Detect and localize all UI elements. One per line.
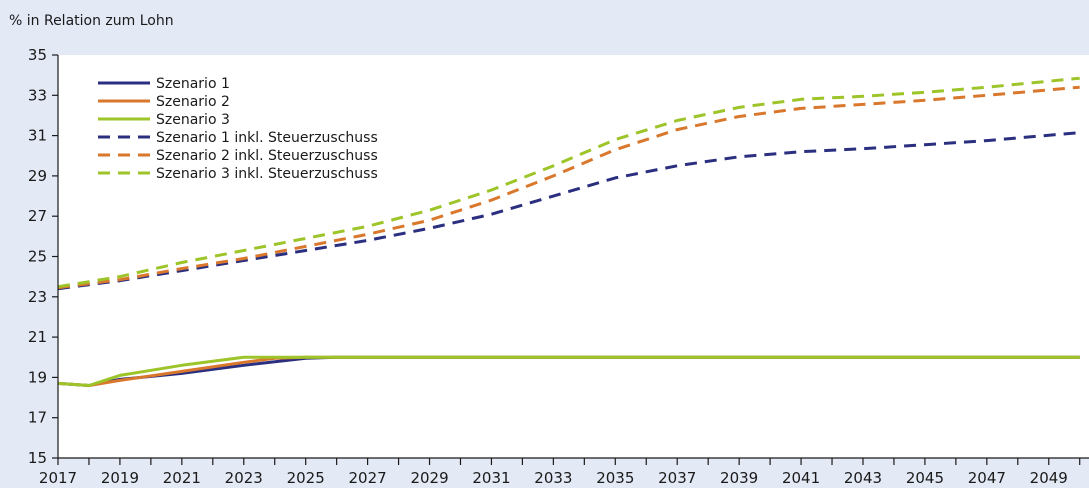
x-tick-label: 2041 [782, 469, 820, 487]
legend-label-3: Szenario 3 [156, 112, 230, 128]
x-tick-label: 2045 [906, 469, 944, 487]
y-tick-label: 29 [28, 167, 47, 185]
legend-label-1: Szenario 1 [156, 76, 230, 92]
series-layer [57, 76, 1080, 387]
x-tick-label: 2027 [349, 469, 387, 487]
y-tick-label: 21 [28, 328, 47, 346]
series-line-5 [57, 85, 1080, 290]
y-tick-label: 23 [28, 288, 47, 306]
y-tick-label: 15 [28, 449, 47, 467]
legend-label-6: Szenario 3 inkl. Steuerzuschuss [156, 166, 378, 182]
x-tick-label: 2029 [410, 469, 448, 487]
x-tick-label: 2021 [163, 469, 201, 487]
legend-label-4: Szenario 1 inkl. Steuerzuschuss [156, 130, 378, 146]
axes-layer: 15 17 19 21 23 25 27 29 31 33 35 2017 2019 2021 2023 20… [28, 46, 1089, 487]
legend: Szenario 1 Szenario 2 Szenario 3 Szenario 1… [98, 76, 378, 182]
legend-label-5: Szenario 2 inkl. Steuerzuschuss [156, 148, 378, 164]
y-tick-label: 27 [28, 207, 47, 225]
x-tick-label: 2035 [596, 469, 634, 487]
x-tick-label: 2047 [968, 469, 1006, 487]
legend-label-2: Szenario 2 [156, 94, 230, 110]
x-tick-label: 2023 [225, 469, 263, 487]
y-tick-label: 19 [28, 368, 47, 386]
series-line-3 [57, 355, 1080, 387]
series-line-4 [57, 131, 1080, 291]
y-tick-label: 33 [28, 86, 47, 104]
x-tick-label: 2025 [287, 469, 325, 487]
y-tick-label: 17 [28, 409, 47, 427]
y-axis-label: % in Relation zum Lohn [9, 13, 174, 29]
y-tick-label: 25 [28, 248, 47, 266]
x-tick-label: 2039 [720, 469, 758, 487]
x-tick-label: 2019 [101, 469, 139, 487]
x-tick-label: 2031 [472, 469, 510, 487]
x-tick-label: 2049 [1030, 469, 1068, 487]
plot-area-background [58, 55, 1089, 458]
x-tick-label: 2043 [844, 469, 882, 487]
x-tick-label: 2033 [534, 469, 572, 487]
y-tick-label: 35 [28, 46, 47, 64]
x-tick-label: 2037 [658, 469, 696, 487]
y-tick-label: 31 [28, 127, 47, 145]
x-tick-label: 2017 [39, 469, 77, 487]
series-line-6 [57, 76, 1080, 289]
